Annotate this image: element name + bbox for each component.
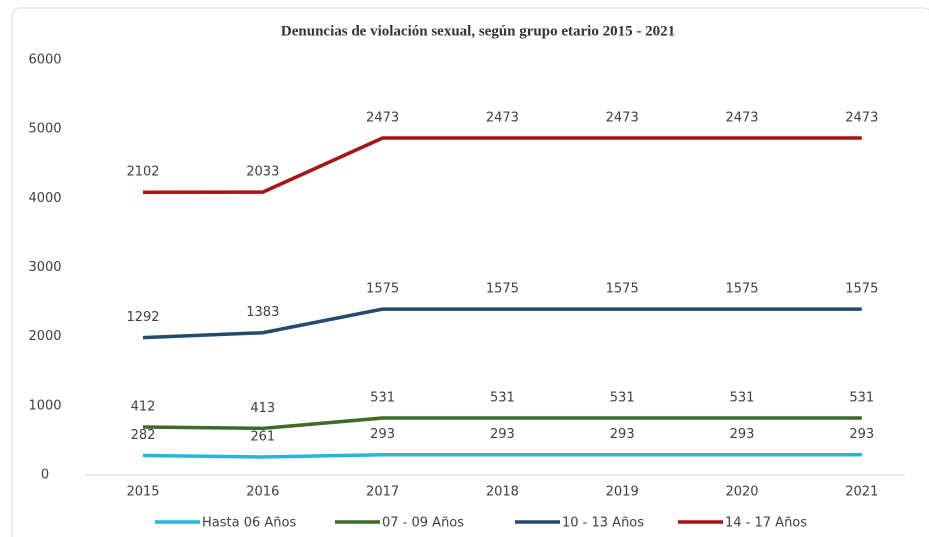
data-label: 2473 xyxy=(845,111,878,126)
x-tick-label: 2019 xyxy=(606,485,639,500)
data-label: 413 xyxy=(250,401,275,416)
data-label: 2473 xyxy=(606,111,639,126)
chart-frame xyxy=(11,7,929,537)
data-label: 531 xyxy=(490,391,515,406)
chart-title: Denuncias de violación sexual, según gru… xyxy=(281,23,675,39)
data-label: 2473 xyxy=(486,111,519,126)
data-label: 1575 xyxy=(725,282,758,297)
data-label: 2473 xyxy=(725,111,758,126)
legend-label: 14 - 17 Años xyxy=(725,516,807,531)
data-label: 1575 xyxy=(606,282,639,297)
series-line xyxy=(142,416,862,431)
data-label: 293 xyxy=(370,427,395,442)
data-label: 2102 xyxy=(126,165,159,180)
data-label: 2033 xyxy=(246,165,279,180)
data-label: 531 xyxy=(370,391,395,406)
x-tick-label: 2017 xyxy=(366,485,399,500)
y-tick-label: 5000 xyxy=(28,122,61,137)
x-tick-label: 2015 xyxy=(126,485,159,500)
data-label: 293 xyxy=(490,427,515,442)
data-label: 412 xyxy=(131,399,156,414)
x-tick-label: 2018 xyxy=(486,485,519,500)
data-label: 531 xyxy=(610,391,635,406)
legend-label: 10 - 13 Años xyxy=(562,516,644,531)
series-line xyxy=(142,136,862,194)
data-label: 293 xyxy=(610,427,635,442)
y-tick-label: 6000 xyxy=(28,53,61,68)
data-label: 2473 xyxy=(366,111,399,126)
data-label: 1383 xyxy=(246,305,279,320)
series-line xyxy=(142,452,862,459)
data-label: 293 xyxy=(849,427,874,442)
legend-label: 07 - 09 Años xyxy=(382,516,464,531)
data-label: 293 xyxy=(730,427,755,442)
data-label: 1575 xyxy=(366,282,399,297)
legend-label: Hasta 06 Años xyxy=(202,516,296,531)
y-tick-label: 3000 xyxy=(28,260,61,275)
x-tick-label: 2020 xyxy=(725,485,758,500)
data-label: 531 xyxy=(730,391,755,406)
data-label: 1575 xyxy=(845,282,878,297)
data-label: 1292 xyxy=(126,310,159,325)
data-label: 1575 xyxy=(486,282,519,297)
data-label: 531 xyxy=(849,391,874,406)
y-tick-label: 2000 xyxy=(28,329,61,344)
y-tick-label: 4000 xyxy=(28,191,61,206)
x-tick-label: 2016 xyxy=(246,485,279,500)
x-tick-label: 2021 xyxy=(845,485,878,500)
series-line xyxy=(142,307,862,340)
y-tick-label: 1000 xyxy=(28,398,61,413)
y-tick-label: 0 xyxy=(41,468,49,483)
data-label: 261 xyxy=(250,429,275,444)
data-label: 282 xyxy=(131,428,156,443)
